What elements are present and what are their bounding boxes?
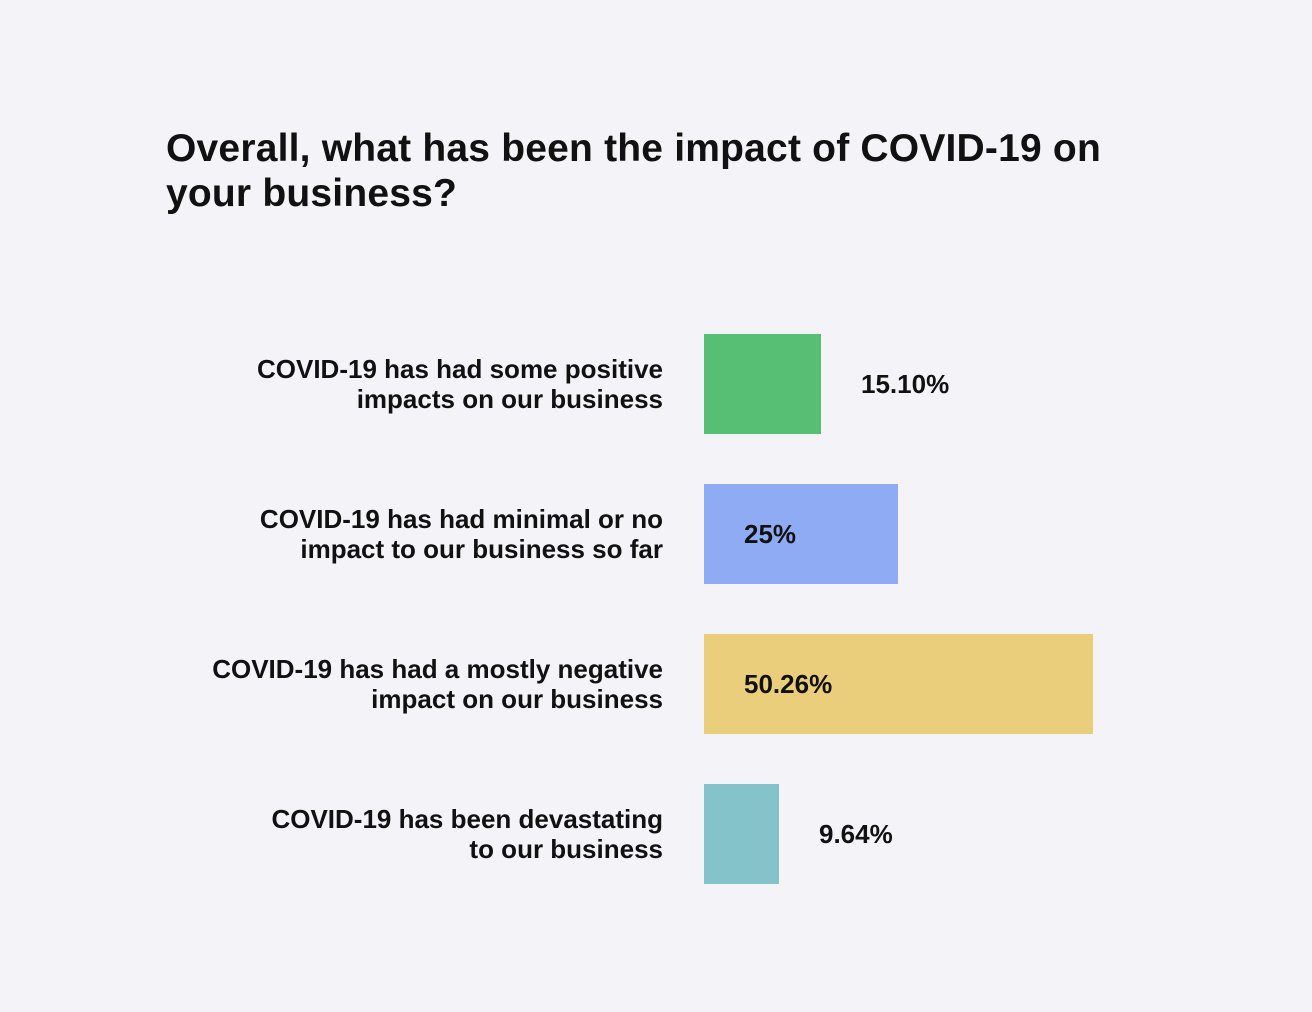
category-label-1-line-2: impacts on our business bbox=[357, 384, 663, 414]
value-label-2: 25% bbox=[744, 519, 796, 549]
category-label-2-line-2: impact to our business so far bbox=[300, 534, 663, 564]
category-label-3-line-2: impact on our business bbox=[371, 684, 663, 714]
value-label-3: 50.26% bbox=[744, 669, 832, 699]
value-label-1: 15.10% bbox=[861, 369, 949, 399]
chart-title: Overall, what has been the impact of COV… bbox=[166, 127, 1101, 215]
category-label-1-line-1: COVID-19 has had some positive bbox=[257, 354, 663, 384]
value-label-4: 9.64% bbox=[819, 819, 893, 849]
bar-3 bbox=[704, 634, 1093, 734]
category-label-3-line-1: COVID-19 has had a mostly negative bbox=[212, 654, 663, 684]
bar-1 bbox=[704, 334, 821, 434]
bar-2 bbox=[704, 484, 898, 584]
category-label-4-line-1: COVID-19 has been devastating bbox=[271, 804, 663, 834]
category-label-2-line-1: COVID-19 has had minimal or no bbox=[260, 504, 663, 534]
bar-4 bbox=[704, 784, 779, 884]
category-label-4-line-2: to our business bbox=[469, 834, 663, 864]
